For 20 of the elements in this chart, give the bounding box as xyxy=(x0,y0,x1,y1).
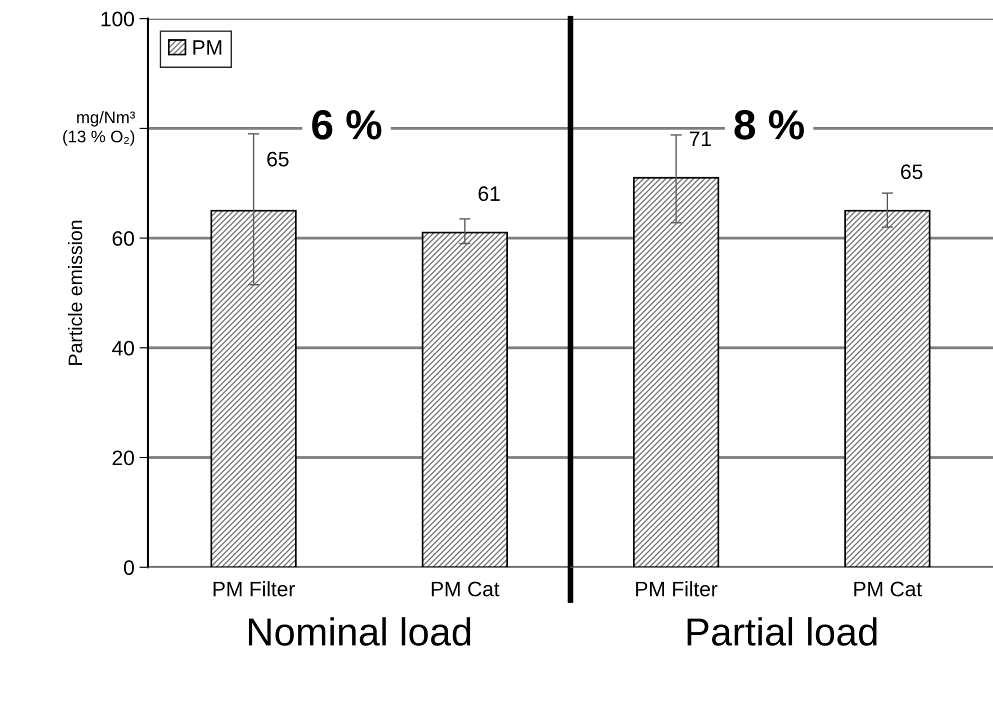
data-label: 65 xyxy=(901,164,922,180)
y-tick-label: 60 xyxy=(112,231,134,246)
annotation: 8 % xyxy=(734,110,804,140)
x-tick-label: PM Filter xyxy=(636,581,718,596)
x-axis-title: Partial load xyxy=(688,617,877,646)
y-axis-title: Particle emission xyxy=(68,220,82,365)
text: mg/Nm³ (13 % O₂) xyxy=(63,111,135,146)
y-tick-label: 0 xyxy=(124,560,134,575)
data-label: 71 xyxy=(690,132,711,146)
data-label: 61 xyxy=(478,186,500,202)
y-tick-label: 20 xyxy=(112,450,134,466)
annotation: 6 % xyxy=(312,110,382,140)
x-tick-label: PM Cat xyxy=(854,582,922,596)
x-tick-label: PM Cat xyxy=(432,582,500,596)
y-tick-label: 40 xyxy=(112,340,134,356)
data-label: 65 xyxy=(267,152,289,166)
x-tick-label: PM Filter xyxy=(214,581,295,596)
legend-label: PM xyxy=(193,40,222,55)
x-axis-title: Nominal load xyxy=(248,617,470,646)
y-tick-label: 100 xyxy=(102,12,134,26)
